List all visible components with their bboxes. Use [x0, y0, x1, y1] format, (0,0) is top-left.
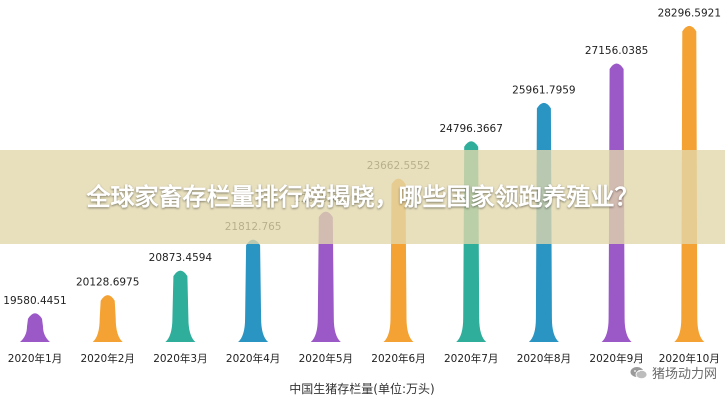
x-tick-label-6: 2020年6月: [371, 352, 425, 365]
x-tick-label-2: 2020年2月: [80, 352, 134, 365]
value-label-8: 25961.7959: [512, 84, 575, 96]
bar-1: [20, 313, 50, 342]
x-tick-label-4: 2020年4月: [226, 352, 280, 365]
x-tick-label-9: 2020年9月: [589, 352, 643, 365]
bar-4: [238, 239, 269, 342]
value-label-1: 19580.4451: [3, 295, 66, 307]
bar-3: [165, 270, 196, 342]
bar-6: [383, 178, 414, 342]
title-banner: 全球家畜存栏量排行榜揭晓，哪些国家领跑养殖业？: [0, 150, 725, 244]
x-tick-label-1: 2020年1月: [8, 352, 62, 365]
value-label-9: 27156.0385: [585, 45, 648, 57]
x-tick-label-8: 2020年8月: [517, 352, 571, 365]
page-title: 全球家畜存栏量排行榜揭晓，哪些国家领跑养殖业？: [86, 183, 639, 211]
x-tick-label-10: 2020年10月: [659, 352, 720, 365]
value-label-2: 20128.6975: [76, 277, 139, 289]
bar-2: [92, 295, 123, 342]
value-label-7: 24796.3667: [439, 123, 502, 135]
wechat-icon: [630, 366, 648, 379]
value-label-10: 28296.5921: [658, 7, 721, 19]
watermark-text: 猪场动力网: [651, 367, 717, 382]
value-label-3: 20873.4594: [149, 252, 213, 264]
x-tick-label-5: 2020年5月: [299, 352, 353, 365]
x-tick-label-3: 2020年3月: [153, 352, 207, 365]
watermark: 猪场动力网: [630, 363, 717, 382]
x-tick-label-7: 2020年7月: [444, 352, 498, 365]
x-axis-label: 中国生猪存栏量(单位:万头): [289, 381, 434, 396]
bar-5: [310, 211, 341, 342]
